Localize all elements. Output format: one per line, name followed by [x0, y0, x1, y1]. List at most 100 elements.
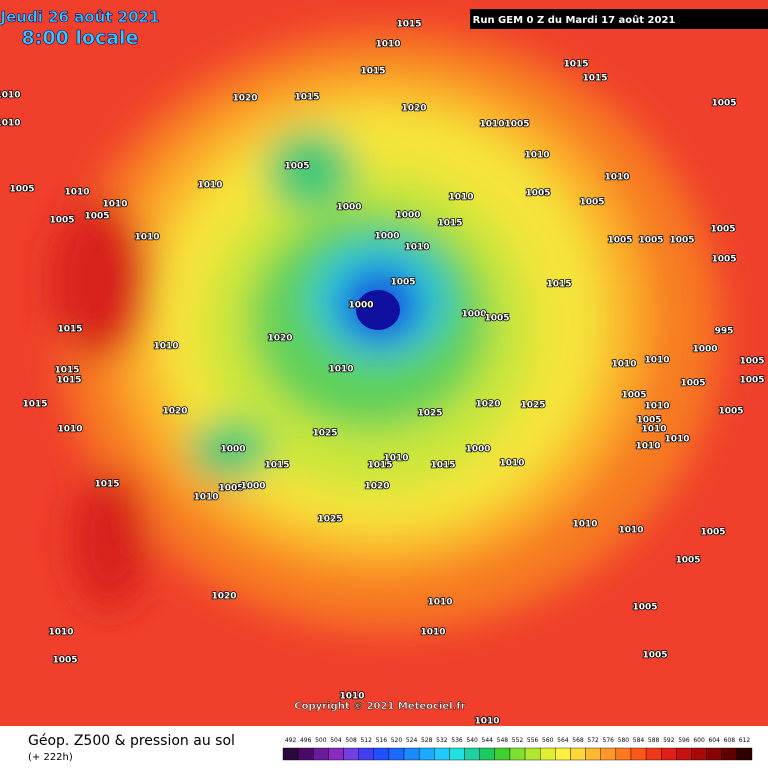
- scale-swatch: [570, 747, 586, 761]
- scale-swatch: [313, 747, 329, 761]
- isobar-label: 1010: [611, 360, 636, 370]
- isobar-label: 1005: [84, 212, 109, 222]
- scale-label: 560: [542, 737, 554, 744]
- isobar-label: 1010: [153, 342, 178, 352]
- scale-swatch: [464, 747, 480, 761]
- isobar-label: 1020: [211, 592, 236, 602]
- isobar-label: 1015: [22, 400, 47, 410]
- isobar-label: 1010: [57, 425, 82, 435]
- scale-swatch: [358, 747, 374, 761]
- isobar-label: 1015: [437, 219, 462, 229]
- isobar-label: 995: [715, 327, 734, 337]
- isobar-label: 1005: [632, 603, 657, 613]
- isobar-label: 1010: [48, 628, 73, 638]
- scale-swatch: [418, 747, 435, 761]
- scale-label: 496: [300, 737, 312, 744]
- scale-swatch: [449, 747, 465, 761]
- isobar-label: 1010: [420, 628, 445, 638]
- isobar-label: 1005: [669, 236, 694, 246]
- scale-label: 520: [391, 737, 403, 744]
- scale-label: 580: [618, 737, 630, 744]
- isobar-label: 1010: [134, 233, 159, 243]
- isobar-label: 1005: [710, 225, 735, 235]
- scale-label: 556: [527, 737, 539, 744]
- scale-swatch: [479, 747, 496, 761]
- scale-label: 504: [330, 737, 342, 744]
- scale-swatch: [434, 747, 450, 761]
- isobar-label: 1020: [232, 94, 257, 104]
- isobar-label: 1010: [64, 188, 89, 198]
- isobar-label: 1010: [635, 442, 660, 452]
- isobar-label: 1015: [294, 93, 319, 103]
- scale-label: 604: [708, 737, 720, 744]
- isobar-label: 1005: [711, 99, 736, 109]
- isobar-label: 1005: [638, 236, 663, 246]
- isobar-label: 1000: [336, 203, 361, 213]
- isobar-label: 1025: [317, 515, 342, 525]
- isobar-label: 1000: [220, 445, 245, 455]
- scale-swatch: [509, 747, 526, 761]
- isobar-label: 1000: [465, 445, 490, 455]
- isobar-label: 1015: [54, 366, 79, 376]
- scale-swatch: [555, 747, 571, 761]
- isobar-label: 1015: [57, 325, 82, 335]
- isobar-label: 1010: [197, 181, 222, 191]
- scale-swatch: [645, 747, 662, 761]
- scale-label: 528: [421, 737, 433, 744]
- isobar-label: 1005: [621, 391, 646, 401]
- scale-swatch: [585, 747, 601, 761]
- scale-swatch: [343, 747, 359, 761]
- scale-label: 608: [724, 737, 736, 744]
- isobar-label: 1010: [339, 692, 364, 702]
- scale-swatch: [721, 747, 738, 761]
- isobar-label: 1005: [9, 185, 34, 195]
- isobar-label: 1000: [395, 211, 420, 221]
- isobar-label: 1015: [582, 74, 607, 84]
- isobar-label: 1005: [284, 162, 309, 172]
- isobar-label: 1015: [396, 20, 421, 30]
- scale-label: 596: [678, 737, 690, 744]
- isobar-label: 1020: [401, 104, 426, 114]
- isobar-label: 1005: [52, 656, 77, 666]
- scale-label: 524: [406, 737, 418, 744]
- scale-swatch: [524, 747, 541, 761]
- isobar-labels: 1015101010151015101510101020101510051010…: [0, 19, 765, 728]
- isobar-label: 1015: [546, 280, 571, 290]
- scale-label: 548: [497, 737, 509, 744]
- isobar-label: 1010: [604, 173, 629, 183]
- scale-label: 508: [345, 737, 357, 744]
- isobar-label: 1005: [484, 314, 509, 324]
- isobar-label: 1005: [680, 379, 705, 389]
- isobar-label: 1010: [644, 356, 669, 366]
- geopotential-field: [0, 0, 768, 726]
- isobar-label: 1005: [711, 255, 736, 265]
- isobar-label: 1020: [162, 407, 187, 417]
- scale-swatch: [661, 747, 677, 761]
- isobar-label: 1005: [700, 528, 725, 538]
- isobar-label: 1010: [618, 526, 643, 536]
- isobar-label: 1010: [0, 119, 21, 129]
- isobar-label: 1010: [524, 151, 549, 161]
- scale-label: 552: [512, 737, 524, 744]
- scale-swatch: [494, 747, 511, 761]
- scale-swatch: [615, 747, 632, 761]
- isobar-label: 1005: [390, 278, 415, 288]
- isobar-label: 1005: [642, 651, 667, 661]
- legend-title: Géop. Z500 & pression au sol: [28, 733, 235, 749]
- isobar-label: 1005: [218, 484, 243, 494]
- scale-swatch: [403, 747, 420, 761]
- scale-label: 540: [466, 737, 478, 744]
- scale-label: 544: [482, 737, 494, 744]
- isobar-label: 1025: [312, 429, 337, 439]
- isobar-label: 1010: [474, 717, 499, 727]
- isobar-label: 1015: [56, 376, 81, 386]
- scale-label: 572: [587, 737, 599, 744]
- legend-subtitle: (+ 222h): [28, 752, 73, 763]
- isobar-label: 1010: [0, 91, 21, 101]
- isobar-label: 1000: [692, 345, 717, 355]
- isobar-label: 1000: [348, 301, 373, 311]
- scale-swatch: [297, 747, 314, 761]
- isobar-label: 1010: [383, 454, 408, 464]
- isobar-label: 1000: [374, 232, 399, 242]
- scale-label: 516: [376, 737, 388, 744]
